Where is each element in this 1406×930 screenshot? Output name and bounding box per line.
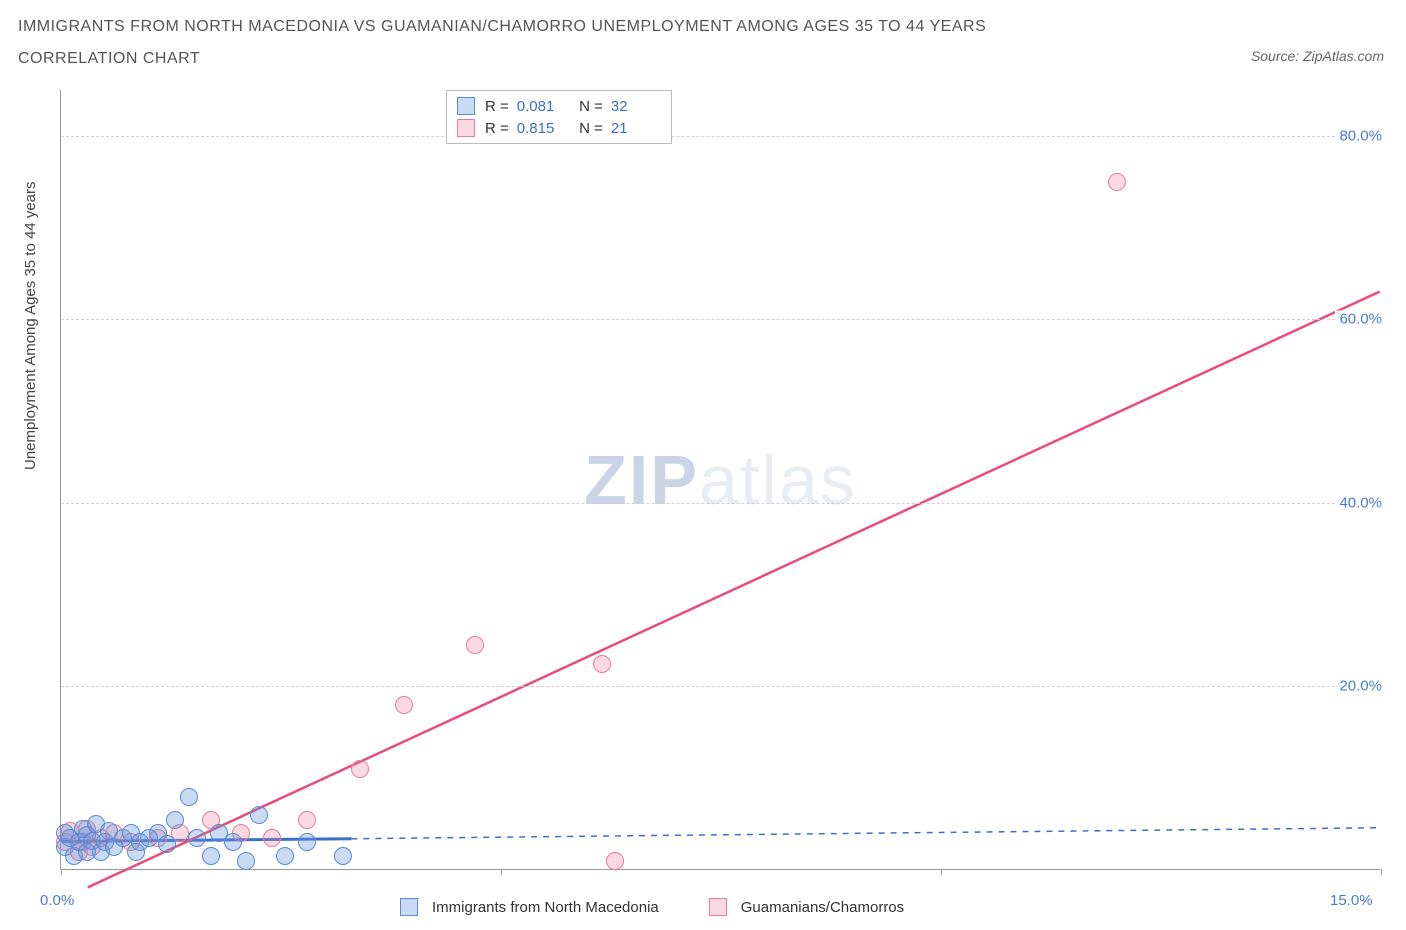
n-value-pink: 21 [611, 120, 661, 137]
trend-line [88, 292, 1380, 888]
legend-stats-row-pink: R = 0.815 N = 21 [457, 117, 661, 139]
title-line2: Correlation Chart [18, 50, 986, 68]
scatter-point-pink [351, 760, 369, 778]
gridline-h [61, 503, 1380, 504]
y-axis-tick-label: 20.0% [1335, 678, 1382, 695]
legend-swatch-pink [457, 119, 475, 137]
n-value-blue: 32 [611, 98, 661, 115]
legend-swatch-blue [400, 898, 418, 916]
scatter-point-pink [1108, 173, 1126, 191]
n-label: N = [571, 120, 603, 137]
x-axis-max-label: 15.0% [1330, 892, 1373, 909]
y-axis-tick-label: 80.0% [1335, 127, 1382, 144]
legend-label-pink: Guamanians/Chamorros [741, 899, 904, 916]
scatter-point-pink [606, 852, 624, 870]
x-axis-tick [941, 869, 942, 875]
chart-plot-area: ZIPatlas 20.0%40.0%60.0%80.0% [60, 90, 1380, 870]
r-label: R = [485, 120, 509, 137]
scatter-point-pink [263, 829, 281, 847]
trend-lines-svg [61, 90, 1380, 869]
trend-line [351, 828, 1379, 839]
x-axis-min-label: 0.0% [40, 892, 74, 909]
legend-series-pink: Guamanians/Chamorros [709, 898, 904, 916]
gridline-h [61, 136, 1380, 137]
legend-swatch-pink [709, 898, 727, 916]
r-value-pink: 0.815 [517, 120, 567, 137]
chart-title-block: Immigrants from North Macedonia vs Guama… [18, 18, 986, 82]
n-label: N = [571, 98, 603, 115]
scatter-point-blue [334, 847, 352, 865]
scatter-point-blue [202, 847, 220, 865]
legend-series-blue: Immigrants from North Macedonia [400, 898, 659, 916]
scatter-point-blue [166, 811, 184, 829]
legend-stats-box: R = 0.081 N = 32 R = 0.815 N = 21 [446, 90, 672, 144]
r-label: R = [485, 98, 509, 115]
legend-series-box: Immigrants from North Macedonia Guamania… [400, 898, 904, 916]
scatter-point-blue [158, 835, 176, 853]
y-axis-tick-label: 40.0% [1335, 494, 1382, 511]
legend-label-blue: Immigrants from North Macedonia [432, 899, 659, 916]
x-axis-tick [1381, 869, 1382, 875]
gridline-h [61, 686, 1380, 687]
x-axis-tick [61, 869, 62, 875]
scatter-point-blue [224, 833, 242, 851]
scatter-point-blue [298, 833, 316, 851]
y-axis-tick-label: 60.0% [1335, 311, 1382, 328]
legend-swatch-blue [457, 97, 475, 115]
scatter-point-pink [395, 696, 413, 714]
source-attribution: Source: ZipAtlas.com [1251, 48, 1384, 64]
r-value-blue: 0.081 [517, 98, 567, 115]
legend-stats-row-blue: R = 0.081 N = 32 [457, 95, 661, 117]
scatter-point-pink [593, 655, 611, 673]
scatter-point-blue [188, 829, 206, 847]
scatter-point-blue [180, 788, 198, 806]
scatter-point-blue [250, 806, 268, 824]
x-axis-tick [501, 869, 502, 875]
gridline-h [61, 319, 1380, 320]
scatter-point-blue [276, 847, 294, 865]
y-axis-title: Unemployment Among Ages 35 to 44 years [22, 181, 39, 470]
scatter-point-pink [466, 636, 484, 654]
scatter-point-pink [298, 811, 316, 829]
scatter-point-blue [237, 852, 255, 870]
title-line1: Immigrants from North Macedonia vs Guama… [18, 18, 986, 36]
